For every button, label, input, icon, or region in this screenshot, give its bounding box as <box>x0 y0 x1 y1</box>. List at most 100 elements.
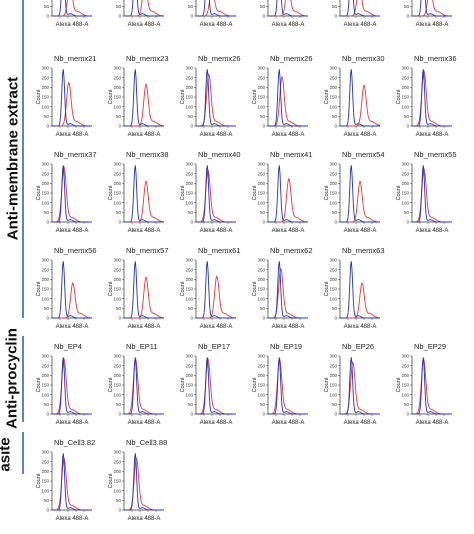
y-tick-label: 0 <box>118 508 121 513</box>
axis-lines <box>411 356 452 415</box>
y-axis-label: Count <box>252 89 258 104</box>
y-tick-label: 100 <box>113 104 121 109</box>
axis-lines <box>195 356 236 415</box>
panel-title: Nb_memx36 <box>414 54 457 63</box>
membrane-bracket <box>22 0 24 318</box>
y-tick-label: 150 <box>329 191 337 196</box>
y-tick-label: 100 <box>41 392 49 397</box>
membrane-group-label: Anti-membrane extract <box>4 76 22 241</box>
axis-lines <box>339 260 380 319</box>
red-histogram-line <box>340 84 381 127</box>
y-tick-label: 0 <box>334 220 337 225</box>
y-tick-label: 100 <box>113 200 121 205</box>
y-tick-label: 200 <box>41 373 49 378</box>
y-tick-label: 300 <box>257 162 265 167</box>
red-histogram-line <box>52 0 93 17</box>
histogram-panel: Nb_Cell3.82 0 50 100 150 200 250 300 Count Alexa … <box>36 438 102 534</box>
x-axis-label: Alexa 488-A <box>56 22 89 28</box>
x-axis-label: Alexa 488-A <box>344 420 377 426</box>
y-tick-label: 150 <box>41 383 49 388</box>
y-tick-label: 150 <box>401 191 409 196</box>
panel-title: Nb_Cell3.88 <box>126 438 168 447</box>
panel-title: Nb_memx23 <box>126 54 169 63</box>
y-tick-label: 250 <box>113 75 121 80</box>
panel-title: Nb_memx30 <box>342 54 385 63</box>
y-tick-label: 250 <box>185 363 193 368</box>
y-tick-label: 50 <box>116 306 122 311</box>
panel-title: Nb_memx61 <box>198 246 241 255</box>
red-histogram-line <box>52 81 92 127</box>
panel-title: Nb_EP29 <box>414 342 447 351</box>
x-axis-label: Alexa 488-A <box>56 132 89 138</box>
y-tick-label: 50 <box>332 306 338 311</box>
y-tick-label: 200 <box>41 277 49 282</box>
y-tick-label: 100 <box>185 296 193 301</box>
y-tick-label: 150 <box>401 95 409 100</box>
parasite-bracket <box>22 432 24 474</box>
y-tick-label: 0 <box>118 14 121 19</box>
blue-histogram-line <box>52 165 92 223</box>
y-tick-label: 100 <box>329 200 337 205</box>
y-tick-label: 300 <box>113 354 121 359</box>
y-tick-label: 50 <box>404 114 410 119</box>
y-axis-label: Count <box>324 281 330 296</box>
y-tick-label: 100 <box>329 296 337 301</box>
blue-histogram-line <box>196 261 236 319</box>
y-tick-label: 300 <box>41 258 49 263</box>
y-tick-label: 300 <box>41 66 49 71</box>
histogram-panel: Nb_memx37 0 50 100 150 200 250 300 Count Alexa 48… <box>36 150 102 246</box>
axis-lines <box>123 452 164 511</box>
y-axis-label: Count <box>180 185 186 200</box>
y-tick-label: 200 <box>113 469 121 474</box>
blue-histogram-line <box>412 0 452 17</box>
y-tick-label: 50 <box>188 114 194 119</box>
y-tick-label: 100 <box>113 488 121 493</box>
y-tick-label: 0 <box>406 124 409 129</box>
y-tick-label: 50 <box>404 210 410 215</box>
histogram-panel: Nb_EP11 0 50 100 150 200 250 300 Count Alexa 488-… <box>108 342 174 438</box>
y-tick-label: 50 <box>188 210 194 215</box>
axis-lines <box>411 0 452 17</box>
y-tick-label: 250 <box>329 267 337 272</box>
axis-lines <box>267 164 308 223</box>
histogram-panel: Nb_memx26 0 50 100 150 200 250 300 Count Alexa 48… <box>180 54 246 150</box>
y-tick-label: 100 <box>401 104 409 109</box>
y-tick-label: 300 <box>257 354 265 359</box>
y-tick-label: 0 <box>118 316 121 321</box>
red-histogram-line <box>196 168 236 223</box>
y-tick-label: 300 <box>185 354 193 359</box>
y-tick-label: 150 <box>41 95 49 100</box>
y-tick-label: 50 <box>260 402 266 407</box>
y-tick-label: 250 <box>41 171 49 176</box>
panel-title: Nb_EP17 <box>198 342 231 351</box>
blue-histogram-line <box>124 165 164 223</box>
y-tick-label: 300 <box>257 258 265 263</box>
y-tick-label: 0 <box>190 220 193 225</box>
y-tick-label: 100 <box>41 488 49 493</box>
axis-lines <box>195 164 236 223</box>
y-axis-label: Count <box>396 185 402 200</box>
x-axis-label: Alexa 488-A <box>416 22 449 28</box>
histogram-panel: Nb_EP17 0 50 100 150 200 250 300 Count Alexa 488-… <box>180 342 246 438</box>
axis-lines <box>51 356 92 415</box>
red-histogram-line <box>52 282 93 319</box>
y-axis-label: Count <box>36 473 42 488</box>
panel-title: Nb_memx62 <box>270 246 313 255</box>
y-tick-label: 300 <box>401 354 409 359</box>
y-tick-label: 150 <box>41 191 49 196</box>
y-tick-label: 250 <box>257 363 265 368</box>
red-histogram-line <box>124 359 164 415</box>
x-axis-label: Alexa 488-A <box>272 324 305 330</box>
panel-title: Nb_EP11 <box>126 342 158 351</box>
blue-histogram-line <box>340 357 380 415</box>
y-tick-label: 150 <box>113 287 121 292</box>
x-axis-label: Alexa 488-A <box>128 420 161 426</box>
